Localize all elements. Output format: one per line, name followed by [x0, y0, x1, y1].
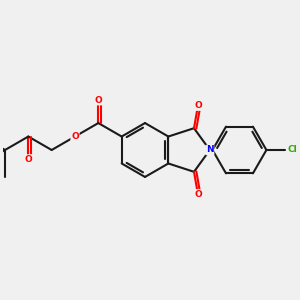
Text: O: O [194, 190, 202, 199]
Text: N: N [206, 146, 214, 154]
Text: O: O [24, 155, 32, 164]
Text: Cl: Cl [287, 146, 297, 154]
Text: O: O [71, 132, 79, 141]
Text: O: O [194, 101, 202, 110]
Text: O: O [94, 96, 102, 105]
